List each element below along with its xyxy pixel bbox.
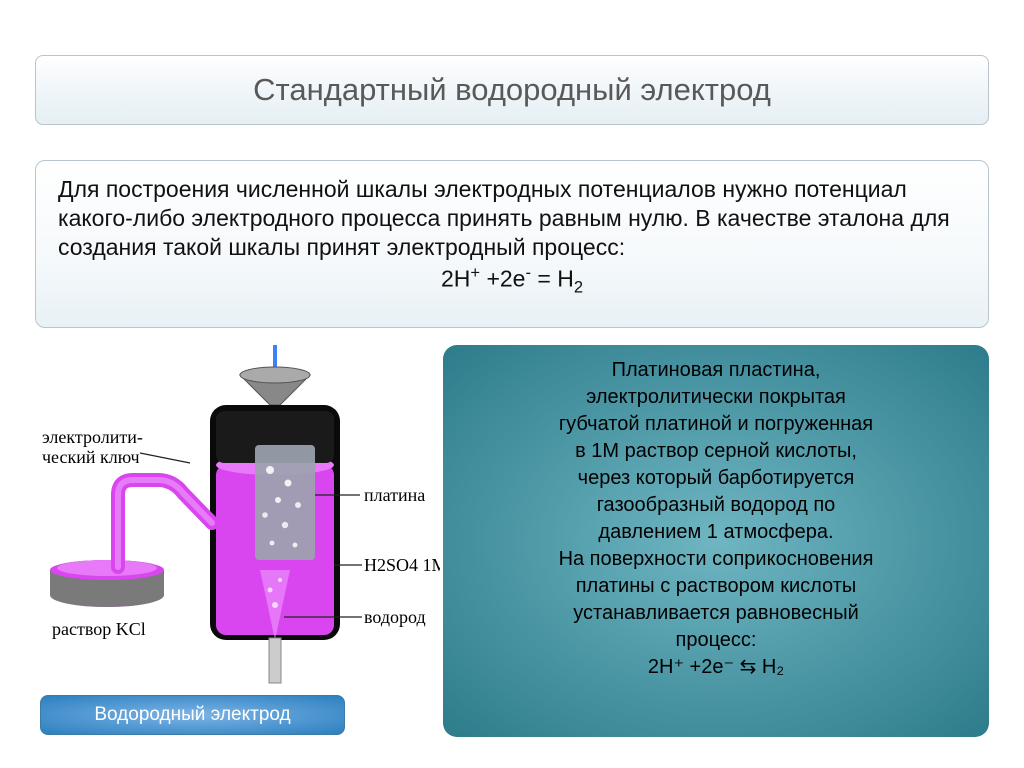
hydrogen-electrode-diagram: электролити- ческий ключ платина H2SO4 1… [40,345,440,690]
label-electrolytic-key-1: электролити- [42,427,143,447]
info-line: На поверхности соприкосновения [461,546,971,573]
description-box: Для построения численной шкалы электродн… [35,160,989,328]
info-line: губчатой платиной и погруженная [461,411,971,438]
info-line: платины с раствором кислоты [461,573,971,600]
label-platinum: платина [364,485,425,505]
info-line: электролитически покрытая [461,384,971,411]
diagram-svg: электролити- ческий ключ платина H2SO4 1… [40,345,440,690]
page-title: Стандартный водородный электрод [253,72,771,108]
description-paragraph: Для построения численной шкалы электродн… [58,175,966,261]
info-box: Платиновая пластина, электролитически по… [443,345,989,737]
title-bar: Стандартный водородный электрод [35,55,989,125]
info-line: газообразный водород по [461,492,971,519]
info-line: в 1М раствор серной кислоты, [461,438,971,465]
info-line: Платиновая пластина, [461,357,971,384]
info-line: через который барботируется [461,465,971,492]
label-acid: H2SO4 1M [364,555,440,575]
label-electrolytic-key-2: ческий ключ [42,447,140,467]
label-kcl: раствор KCl [52,619,146,639]
description-equation: 2H+ +2e- = H2 [58,263,966,297]
info-line: давлением 1 атмосфера. [461,519,971,546]
info-line: процесс: [461,627,971,654]
info-equation: 2H⁺ +2e⁻ ⇆ H₂ [461,654,971,681]
label-hydrogen: водород [364,607,426,627]
info-line: устанавливается равновесный [461,600,971,627]
diagram-caption: Водородный электрод [40,695,345,735]
